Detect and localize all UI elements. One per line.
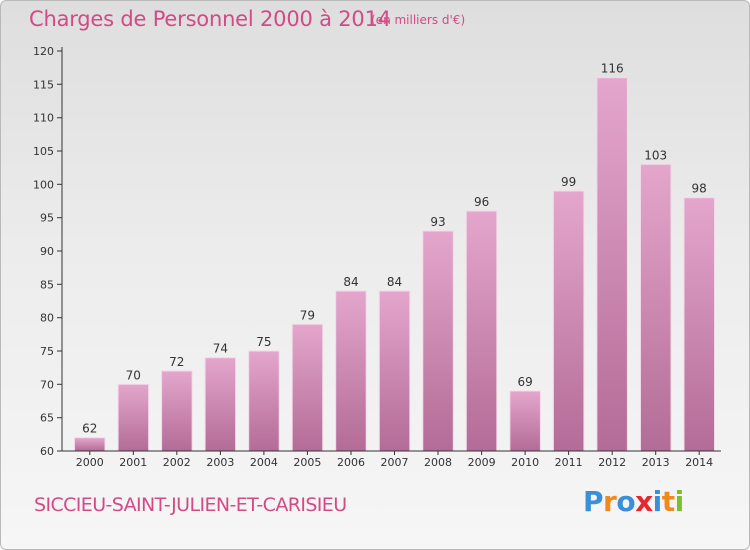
x-tick-label-2013: 2013 [642,456,670,469]
y-tick-label-120: 120 [33,45,54,58]
bar-2007 [378,290,411,452]
y-tick-label-75: 75 [40,345,54,358]
value-label-2004: 75 [256,335,271,349]
value-label-2003: 74 [213,342,228,356]
y-tick-label-70: 70 [40,378,54,391]
y-tick-label-110: 110 [33,112,54,125]
proxiti-logo: Proxiti [583,485,684,518]
y-tick-label-100: 100 [33,178,54,191]
value-label-2014: 98 [692,182,707,196]
logo-letter: x [635,485,653,518]
logo-letter: P [583,485,604,518]
x-tick-label-2007: 2007 [381,456,409,469]
y-tick-label-60: 60 [40,445,54,458]
y-tick-label-90: 90 [40,245,54,258]
value-label-2007: 84 [387,275,402,289]
x-tick-label-2011: 2011 [555,456,583,469]
value-label-2005: 79 [300,308,315,322]
x-tick-label-2000: 2000 [76,456,104,469]
logo-letter: t [661,485,675,518]
value-label-2006: 84 [343,275,358,289]
bar-2011 [552,190,585,452]
bar-2009 [465,210,498,452]
y-tick-label-80: 80 [40,312,54,325]
bar-2013 [640,163,672,452]
y-tick-label-95: 95 [40,212,54,225]
y-tick-label-115: 115 [33,78,54,91]
logo-letter: r [603,485,617,518]
x-tick-label-2009: 2009 [468,456,496,469]
chart-title: Charges de Personnel 2000 à 2014 [29,7,391,31]
value-label-2013: 103 [644,148,667,162]
x-tick-label-2005: 2005 [293,456,321,469]
bar-2014 [683,197,715,452]
value-label-2008: 93 [430,215,445,229]
y-tick-label-105: 105 [33,145,54,158]
logo-letter: o [616,485,636,518]
value-label-2011: 99 [561,175,576,189]
bar-2002 [161,370,193,452]
bar-2005 [291,323,324,452]
bar-2001 [117,383,150,452]
value-label-2002: 72 [169,355,184,369]
x-tick-label-2008: 2008 [424,456,452,469]
bar-2004 [248,350,280,452]
x-tick-label-2014: 2014 [685,456,713,469]
logo-letter: i [652,485,663,518]
logo-letter: i [674,485,685,518]
chart-unit: (en milliers d'€) [371,13,466,27]
value-label-2010: 69 [517,375,532,389]
bar-2003 [204,357,237,452]
bar-2006 [335,290,367,452]
value-label-2009: 96 [474,195,489,209]
value-label-2012: 116 [601,62,624,76]
x-tick-label-2002: 2002 [163,456,191,469]
bar-2008 [422,230,454,452]
place-name: SICCIEU-SAINT-JULIEN-ET-CARISIEU [34,494,347,516]
bar-2000 [74,437,106,452]
x-tick-label-2010: 2010 [511,456,539,469]
x-tick-label-2001: 2001 [119,456,147,469]
bar-2010 [509,390,541,452]
y-tick-label-65: 65 [40,412,54,425]
value-label-2001: 70 [126,368,141,382]
x-tick-label-2004: 2004 [250,456,278,469]
x-tick-label-2003: 2003 [206,456,234,469]
bar-2012 [596,77,628,452]
y-tick-label-85: 85 [40,278,54,291]
value-label-2000: 62 [82,422,97,436]
x-tick-label-2006: 2006 [337,456,365,469]
x-tick-label-2012: 2012 [598,456,626,469]
